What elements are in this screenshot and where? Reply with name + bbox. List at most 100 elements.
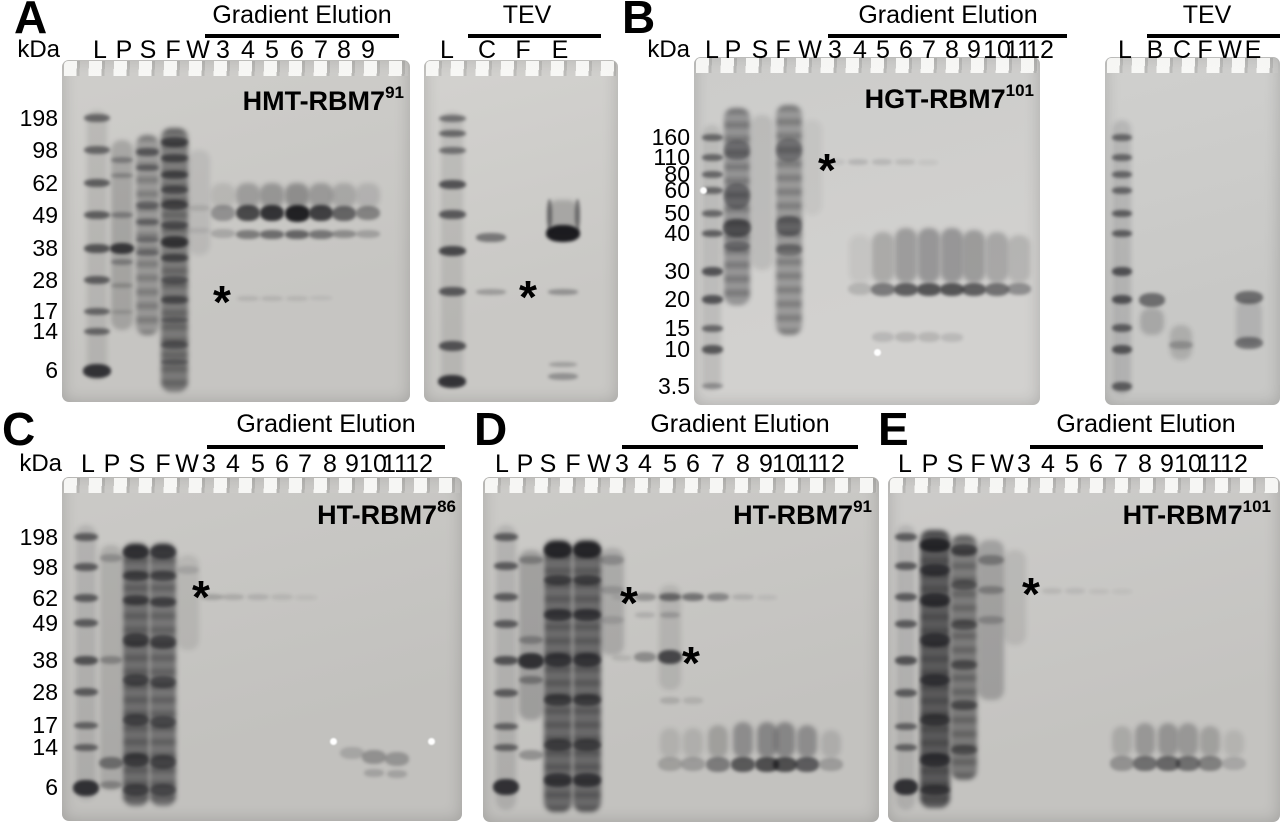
protein-band [895, 722, 917, 730]
protein-band [573, 653, 601, 667]
gel-wells-comb [485, 478, 877, 493]
protein-band [1110, 755, 1134, 771]
lane-label-e-p: P [921, 450, 939, 478]
protein-band [261, 295, 283, 301]
mw-label-b-30: 30 [664, 258, 690, 284]
gel-image-b-1 [1105, 57, 1280, 405]
lane-label-e-11: 11 [1197, 450, 1223, 478]
lane-label-b-10: 10 [983, 36, 1011, 64]
protein-band [123, 595, 149, 605]
lane-label-b-w: W [1218, 36, 1242, 64]
protein-band [494, 722, 518, 730]
protein-band [920, 633, 950, 647]
lane-label-e-10: 10 [1174, 450, 1202, 478]
protein-band [332, 230, 356, 238]
protein-band [895, 655, 917, 665]
lane-label-a-3: 3 [216, 36, 230, 64]
asterisk-marker: * [1022, 568, 1040, 620]
group-underline [207, 445, 445, 449]
gel-speckle [428, 738, 435, 745]
protein-band [150, 571, 176, 581]
lane-label-e-6: 6 [1089, 450, 1103, 478]
protein-band [895, 332, 917, 342]
protein-band [494, 689, 518, 697]
lane-label-c-11: 11 [382, 450, 408, 478]
protein-band [1112, 133, 1132, 141]
protein-band [160, 186, 188, 194]
protein-band [951, 580, 977, 590]
protein-band [237, 295, 259, 301]
protein-band [1198, 755, 1222, 771]
protein-band [1112, 294, 1132, 304]
lane-label-c-s: S [128, 450, 146, 478]
lane-smear [1170, 325, 1192, 360]
protein-band [920, 714, 950, 726]
lane-smear [918, 228, 940, 283]
protein-band [918, 332, 940, 342]
gel-title-b: HGT-RBM7101 [865, 82, 1034, 113]
lane-smear [177, 555, 199, 650]
mw-label-c-62: 62 [32, 585, 58, 611]
protein-band [519, 636, 543, 644]
protein-band [160, 341, 188, 349]
mw-label-a-38: 38 [32, 235, 58, 261]
protein-band [438, 146, 466, 154]
protein-band [1112, 324, 1132, 332]
lane-label-e-l: L [898, 450, 912, 478]
lane-smear [1140, 308, 1164, 335]
protein-band [438, 179, 466, 189]
protein-band [920, 785, 950, 795]
protein-band [573, 694, 601, 706]
lane-label-a-w: W [186, 36, 210, 64]
lane-label-d-3: 3 [615, 450, 629, 478]
asterisk-marker: * [192, 571, 210, 623]
protein-band [111, 212, 133, 218]
protein-band [701, 186, 723, 194]
protein-band [260, 205, 284, 221]
lane-label-d-s: S [539, 450, 557, 478]
lane-smear [895, 228, 917, 283]
lane-label-a-6: 6 [290, 36, 304, 64]
gel-wells-comb [890, 478, 1278, 493]
protein-band [236, 205, 260, 221]
lane-label-d-12: 12 [817, 450, 845, 478]
lane-smear [872, 232, 894, 283]
lane-smear [1158, 723, 1178, 757]
protein-band [1139, 293, 1165, 307]
panel-d-label: D [474, 403, 508, 455]
mw-label-a-198: 198 [19, 105, 58, 131]
lane-label-e-12: 12 [1220, 450, 1248, 478]
protein-band [74, 688, 98, 696]
lane-label-b-l: L [705, 36, 719, 64]
mw-label-a-98: 98 [32, 137, 58, 163]
lane-label-b-b: B [1146, 36, 1164, 64]
protein-band [100, 554, 122, 562]
protein-band [724, 183, 750, 209]
group-underline [468, 34, 601, 38]
lane-smear [188, 150, 210, 255]
protein-band [701, 266, 723, 276]
lane-smear [332, 183, 356, 208]
gel-title-text: HMT-RBM7 [242, 86, 386, 116]
mw-label-c-17: 17 [32, 712, 58, 738]
protein-band [84, 243, 110, 253]
mw-label-b-80: 80 [664, 161, 690, 187]
protein-band [600, 555, 624, 565]
protein-band [723, 219, 751, 237]
mw-label-a-49: 49 [32, 202, 58, 228]
protein-band [84, 327, 110, 335]
protein-band [544, 575, 572, 585]
mw-label-c-198: 198 [19, 524, 58, 550]
lane-label-c-7: 7 [298, 450, 312, 478]
lane-smear [821, 730, 841, 758]
protein-band [951, 660, 977, 670]
protein-band [776, 138, 802, 162]
mw-label-a-28: 28 [32, 267, 58, 293]
protein-band [84, 146, 110, 154]
protein-band [493, 779, 519, 795]
group-underline [1147, 34, 1280, 38]
protein-band [658, 757, 682, 771]
protein-band [872, 332, 894, 342]
lane-smear [683, 728, 703, 758]
gel-title-d: HT-RBM791 [733, 498, 872, 529]
